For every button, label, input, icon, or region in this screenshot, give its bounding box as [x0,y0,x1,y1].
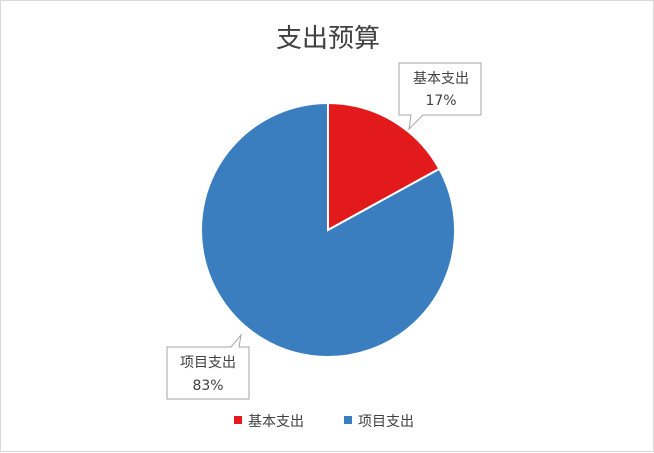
callout-basic-box [398,62,482,131]
callout-basic-percent: 17% [425,93,456,109]
legend-swatch-basic [234,416,242,424]
callout-basic: 基本支出 17% [398,62,482,131]
callout-project-box [166,333,250,400]
legend-swatch-project [344,416,352,424]
callout-basic-category: 基本支出 [413,70,469,87]
legend-label-basic: 基本支出 [248,413,304,430]
pie-slice-basic [327,101,441,232]
legend: 基本支出 项目支出 [234,413,414,430]
pie-slices [200,101,456,358]
pie-slice-project [200,101,456,358]
callout-project-category: 项目支出 [180,355,236,371]
legend-label-project: 项目支出 [358,414,414,430]
callout-project-percent: 83% [192,378,223,394]
chart-title: 支出预算 [276,24,380,54]
callout-project: 项目支出 83% [166,333,250,400]
